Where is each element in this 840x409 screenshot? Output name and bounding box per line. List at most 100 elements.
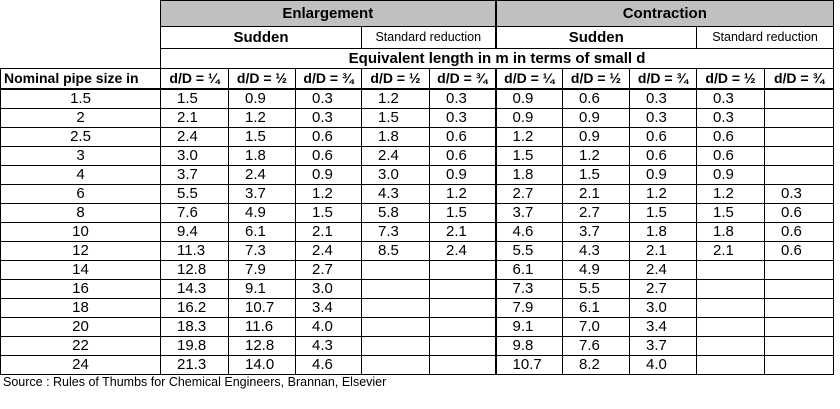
table-cell (361, 278, 430, 299)
table-cell: 7.6 (562, 335, 631, 356)
contraction-sudden-header: Sudden (494, 26, 698, 49)
column-header: d/D = ¾ (428, 68, 497, 90)
table-cell: 11.6 (228, 316, 296, 337)
table-cell: 10.7 (494, 354, 564, 375)
table-cell: 0.3 (295, 107, 362, 128)
table-cell (428, 297, 497, 318)
table-cell: 0.6 (764, 240, 835, 261)
table-cell: 0.6 (764, 221, 835, 242)
table-cell: 1.2 (361, 88, 430, 109)
table-cell: 2.4 (428, 240, 497, 261)
table-cell: 4.0 (629, 354, 698, 375)
equivalent-length-header: Equivalent length in m in terms of small… (159, 48, 835, 69)
table-cell: 2.7 (295, 259, 362, 280)
header-row-sections: Enlargement Contraction (0, 0, 835, 27)
table-cell (361, 316, 430, 337)
table-cell: 1.5 (629, 202, 698, 223)
table-cell (764, 335, 835, 356)
enlargement-sudden-header: Sudden (160, 26, 362, 49)
table-cell: 1.2 (696, 183, 766, 204)
table-cell: 14.0 (228, 354, 296, 375)
table-row: 24 21.3 14.0 4.6 10.7 8.2 4.0 (0, 354, 835, 375)
pipe-size-cell: 14 (0, 259, 161, 280)
table-cell (764, 316, 835, 337)
table-cell (764, 164, 835, 185)
table-row: 14 12.8 7.9 2.7 6.1 4.9 2.4 (0, 259, 835, 280)
header-spacer (0, 48, 161, 69)
table-cell: 3.7 (562, 221, 631, 242)
equivalent-length-table: Enlargement Contraction Sudden Standard … (0, 0, 835, 375)
table-cell: 2.7 (562, 202, 631, 223)
table-cell: 7.0 (562, 316, 631, 337)
table-cell: 2.1 (160, 107, 229, 128)
table-cell: 3.4 (295, 297, 362, 318)
table-cell (361, 297, 430, 318)
table-cell: 1.2 (562, 145, 631, 166)
table-cell (764, 354, 835, 375)
table-row: 2.5 2.4 1.5 0.6 1.8 0.6 1.2 0.9 0.6 0.6 (0, 126, 835, 147)
table-cell: 3.0 (629, 297, 698, 318)
table-cell: 0.6 (295, 145, 362, 166)
pipe-size-cell: 18 (0, 297, 161, 318)
table-cell: 11.3 (160, 240, 229, 261)
table-cell: 1.5 (160, 88, 229, 109)
table-cell: 16.2 (160, 297, 229, 318)
table-row: 3 3.0 1.8 0.6 2.4 0.6 1.5 1.2 0.6 0.6 (0, 145, 835, 166)
column-header: d/D = ¾ (764, 68, 835, 90)
table-row: 6 5.5 3.7 1.2 4.3 1.2 2.7 2.1 1.2 1.2 0.3 (0, 183, 835, 204)
table-cell (696, 278, 766, 299)
column-header: d/D = ½ (361, 68, 430, 90)
table-row: 20 18.3 11.6 4.0 9.1 7.0 3.4 (0, 316, 835, 337)
table-cell: 4.9 (228, 202, 296, 223)
table-cell: 4.3 (295, 335, 362, 356)
table-cell: 4.9 (562, 259, 631, 280)
table-cell: 0.9 (494, 107, 564, 128)
table-cell: 7.6 (160, 202, 229, 223)
table-body: 1.5 1.5 0.9 0.3 1.2 0.3 0.9 0.6 0.3 0.3 2 2.1 1.2 0.3… (0, 88, 835, 375)
table-row: 10 9.4 6.1 2.1 7.3 2.1 4.6 3.7 1.8 1.8 0.6 (0, 221, 835, 242)
table-cell: 21.3 (160, 354, 229, 375)
table-row: 2 2.1 1.2 0.3 1.5 0.3 0.9 0.9 0.3 0.3 (0, 107, 835, 128)
nominal-pipe-size-header: Nominal pipe size in (0, 68, 161, 90)
table-cell (764, 145, 835, 166)
table-cell: 5.5 (160, 183, 229, 204)
table-row: 12 11.3 7.3 2.4 8.5 2.4 5.5 4.3 2.1 2.1 0.6 (0, 240, 835, 261)
table-cell: 8.5 (361, 240, 430, 261)
pipe-size-cell: 22 (0, 335, 161, 356)
column-header: d/D = ¼ (160, 68, 229, 90)
table-cell: 5.5 (494, 240, 564, 261)
table-cell: 0.6 (295, 126, 362, 147)
table-cell: 7.3 (228, 240, 296, 261)
table-cell: 1.5 (295, 202, 362, 223)
table-cell: 0.3 (629, 88, 698, 109)
pipe-size-cell: 20 (0, 316, 161, 337)
table-cell: 4.3 (562, 240, 631, 261)
table-cell: 1.2 (228, 107, 296, 128)
table-cell: 1.5 (494, 145, 564, 166)
table-cell: 5.5 (562, 278, 631, 299)
table-cell: 1.2 (428, 183, 497, 204)
header-spacer (0, 26, 161, 49)
table-cell: 2.1 (629, 240, 698, 261)
table-cell: 0.3 (428, 88, 497, 109)
table-cell: 0.9 (696, 164, 766, 185)
table-cell: 1.8 (629, 221, 698, 242)
table-cell (764, 126, 835, 147)
table-cell: 0.9 (428, 164, 497, 185)
table-cell: 3.7 (160, 164, 229, 185)
table-cell: 18.3 (160, 316, 229, 337)
table-cell: 4.6 (494, 221, 564, 242)
table-cell: 4.6 (295, 354, 362, 375)
table-cell: 2.1 (428, 221, 497, 242)
table-cell (361, 335, 430, 356)
column-header-row: Nominal pipe size in d/D = ¼ d/D = ½ d/D… (0, 68, 835, 90)
table-cell: 0.6 (696, 145, 766, 166)
table-cell (361, 259, 430, 280)
table-row: 22 19.8 12.8 4.3 9.8 7.6 3.7 (0, 335, 835, 356)
table-cell: 2.4 (361, 145, 430, 166)
pipe-size-cell: 10 (0, 221, 161, 242)
column-header: d/D = ½ (228, 68, 296, 90)
table-cell: 7.3 (494, 278, 564, 299)
table-cell: 2.7 (494, 183, 564, 204)
table-cell: 1.2 (494, 126, 564, 147)
